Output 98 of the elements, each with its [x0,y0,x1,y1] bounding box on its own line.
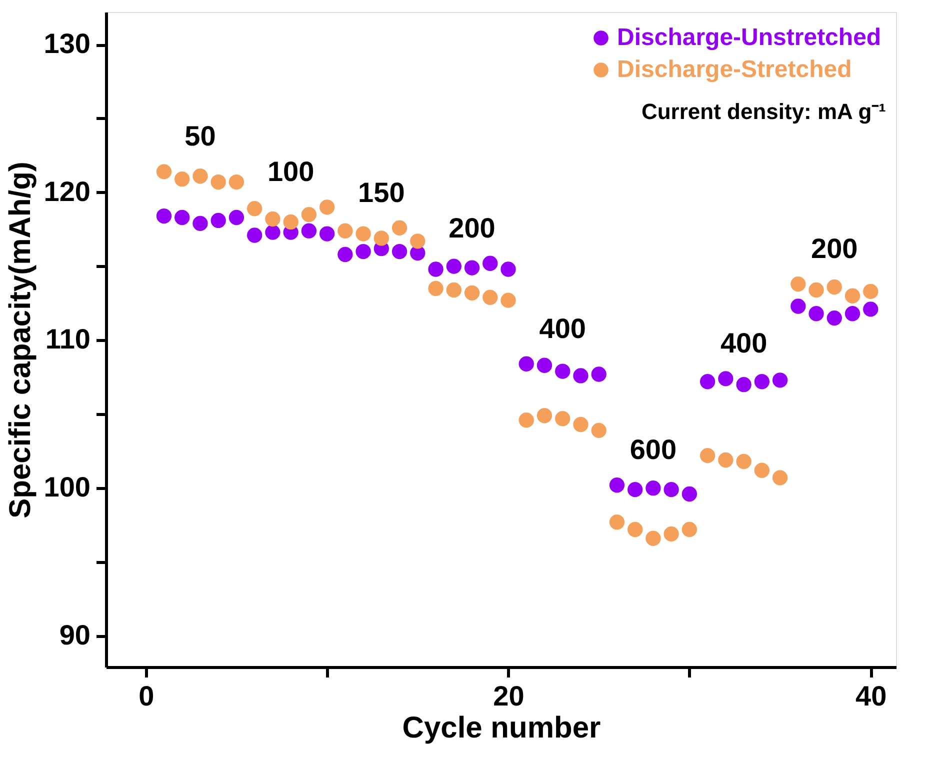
point [174,172,190,187]
x-axis-title: Cycle number [402,712,602,744]
y-axis-title: Specific capacity(mAh/g) [4,162,37,518]
point [228,210,244,226]
annotation: 200 [448,212,496,244]
point [808,282,824,298]
point [210,212,226,228]
annotation: Current density: mA g⁻¹ [641,99,886,124]
point [482,290,498,305]
point [573,416,588,432]
point [646,480,661,496]
legend-label: Discharge-Unstretched [617,24,882,51]
annotation: 150 [358,176,405,208]
point [246,201,262,216]
point [482,256,498,271]
point [718,371,734,386]
annotation: 600 [630,434,677,466]
point [700,374,716,390]
annotation: 200 [811,233,858,264]
point [356,226,371,242]
y-tick-label: 90 [59,619,90,650]
point [536,408,552,424]
point [428,262,444,277]
y-tick-label: 130 [44,28,90,60]
point [265,211,280,227]
point [790,298,806,314]
point [410,234,426,249]
point [464,260,480,276]
point [428,280,444,296]
point [790,276,806,292]
point [591,366,606,382]
legend-label: Discharge-Stretched [617,56,852,83]
x-tick-label: 40 [856,680,887,712]
point [555,364,570,379]
point [863,284,878,300]
point [700,448,716,464]
point [500,292,516,308]
point [844,288,860,304]
point [338,246,353,262]
point [573,368,588,384]
point [736,377,752,392]
point [736,454,752,470]
point [555,411,570,426]
point [628,522,643,538]
x-tick-label: 0 [138,680,154,712]
point [283,214,298,230]
point [863,302,878,317]
point [591,422,606,438]
point [826,310,842,326]
point [446,282,462,298]
point [609,514,625,530]
point [500,262,516,277]
point [192,168,208,184]
point [210,174,226,190]
point [772,470,788,486]
point [518,356,534,372]
point [228,174,244,190]
point [246,228,262,243]
point [518,412,534,428]
point [338,223,353,238]
point [446,258,462,274]
point [301,223,317,238]
point [844,306,860,322]
point [392,220,408,236]
point [682,486,698,502]
point [754,462,770,478]
point [156,208,172,224]
point [301,206,317,222]
point [664,526,679,542]
point [464,285,480,300]
point [754,374,770,390]
point [374,230,389,246]
annotation: 50 [184,120,216,152]
y-tick-label: 120 [44,176,90,207]
point [646,530,661,546]
annotation: 100 [267,156,314,188]
y-tick-label: 110 [45,324,90,355]
point [319,226,335,242]
point [392,244,408,260]
point [682,522,698,538]
x-tick-label: 20 [493,680,524,712]
point [265,224,280,240]
annotation: 400 [539,312,586,344]
annotation: 400 [720,328,768,359]
point [808,306,824,322]
point [156,164,172,180]
point [628,482,643,498]
point [664,482,679,498]
point [772,372,788,388]
point [536,358,552,373]
point [192,216,208,231]
point [826,279,842,295]
point [718,452,734,468]
point [609,478,625,493]
point [356,244,371,260]
y-tick-label: 100 [44,472,90,503]
point [174,210,190,226]
point [319,200,335,215]
